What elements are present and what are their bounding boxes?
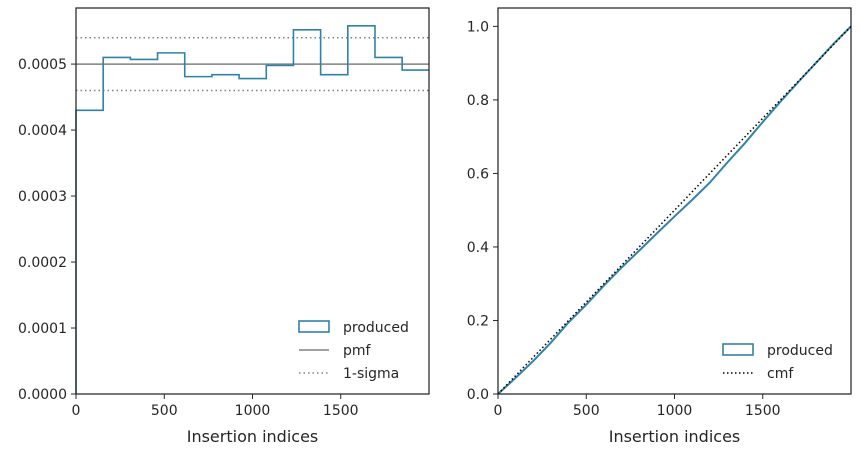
legend-label-sigma: 1-sigma <box>343 366 399 382</box>
produced-cumulative-line <box>497 25 852 395</box>
y-tick-label: 0.0 <box>467 387 489 403</box>
x-tick-label: 500 <box>573 403 600 419</box>
left-panel-histogram: 0 500 1000 1500 0.0000 0.0001 0.0002 0.0003 0.00… <box>18 7 430 446</box>
x-tick-label: 1500 <box>323 403 359 419</box>
y-tick-label: 0.6 <box>467 166 489 182</box>
x-tick-label: 500 <box>151 403 178 419</box>
y-tick-label: 0.0004 <box>18 123 67 139</box>
x-tick-label: 1000 <box>657 403 693 419</box>
cmf-line <box>497 25 852 395</box>
legend-label-produced: produced <box>343 320 409 336</box>
plot-frame <box>497 7 852 395</box>
legend-label-produced: produced <box>767 343 833 359</box>
plot-frame <box>75 7 430 395</box>
y-tick-label: 0.0003 <box>18 189 67 205</box>
y-tick-label: 0.0002 <box>18 255 67 271</box>
x-tick-label: 1500 <box>745 403 781 419</box>
x-axis-label: Insertion indices <box>609 427 741 446</box>
y-tick-label: 0.0000 <box>18 387 67 403</box>
y-tick-label: 1.0 <box>467 19 489 35</box>
legend-label-cmf: cmf <box>767 366 794 382</box>
y-tick-label: 0.0005 <box>18 57 67 73</box>
y-tick-label: 0.4 <box>467 240 489 256</box>
y-tick-label: 0.8 <box>467 93 489 109</box>
x-tick-label: 0 <box>494 403 503 419</box>
legend-label-pmf: pmf <box>343 343 372 359</box>
legend-swatch-produced <box>722 343 754 356</box>
x-axis-label: Insertion indices <box>187 427 319 446</box>
y-tick-label: 0.2 <box>467 313 489 329</box>
x-tick-label: 0 <box>72 403 81 419</box>
right-panel-cumulative: 0 500 1000 1500 0.0 0.2 0.4 0.6 0.8 1.0 Insertion … <box>467 7 852 446</box>
legend-swatch-produced <box>298 320 330 333</box>
y-tick-label: 0.0001 <box>18 321 67 337</box>
x-tick-label: 1000 <box>235 403 271 419</box>
produced-histogram <box>75 25 429 394</box>
